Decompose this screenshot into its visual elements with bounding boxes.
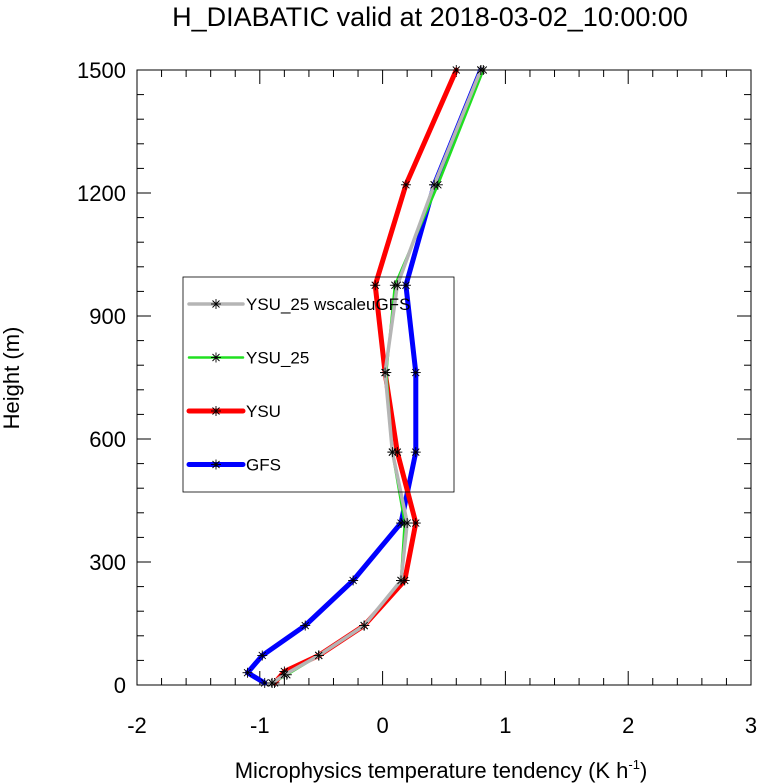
y-tick-label: 0 — [114, 673, 126, 698]
data-point — [279, 669, 290, 680]
data-point — [429, 179, 440, 190]
series-ysu-25 — [267, 65, 489, 688]
y-tick-label: 900 — [89, 304, 126, 329]
x-tick-label: 0 — [376, 713, 388, 738]
legend-entry: YSU_25 — [187, 349, 309, 368]
data-point — [410, 367, 421, 378]
legend-marker — [211, 352, 221, 363]
series-lines — [242, 65, 489, 688]
data-point — [410, 518, 421, 529]
data-point — [400, 179, 411, 190]
data-point — [300, 620, 311, 631]
x-tick-labels: -2 -1 0 1 2 3 — [127, 713, 757, 738]
data-point — [242, 667, 253, 678]
y-tick-label: 1200 — [77, 181, 126, 206]
data-point — [348, 575, 359, 586]
legend-marker — [211, 299, 221, 309]
x-axis-label-end: ) — [640, 758, 647, 783]
y-tick-label: 1500 — [77, 58, 126, 83]
plot-frame — [136, 69, 752, 686]
series-ysu — [269, 65, 462, 688]
legend-marker — [211, 459, 221, 470]
legend-label: GFS — [246, 456, 281, 475]
data-point — [387, 447, 398, 458]
data-point — [380, 367, 391, 378]
y-tick-label: 300 — [89, 550, 126, 575]
legend-entry: YSU_25 wscaleuGFS — [187, 295, 410, 314]
data-point — [402, 518, 413, 529]
data-point — [267, 677, 278, 688]
data-point — [370, 280, 381, 291]
data-point — [451, 65, 462, 75]
x-axis-label-main: Microphysics temperature tendency (K h — [235, 758, 629, 783]
legend: YSU_25 wscaleuGFS YSU_25 YSU GFS — [182, 276, 455, 493]
x-axis-label-superscript: -1 — [628, 757, 640, 772]
legend-entry: GFS — [186, 456, 281, 475]
legend-label: YSU — [246, 402, 281, 421]
data-point — [475, 65, 486, 75]
legend-label: YSU_25 wscaleuGFS — [246, 295, 410, 314]
series-line-ysu-25-wscaleugfs — [270, 68, 483, 685]
y-tick-labels: 0 300 600 900 1200 1500 — [77, 58, 126, 698]
data-point — [392, 280, 403, 291]
legend-label: YSU_25 — [246, 349, 309, 368]
data-point — [257, 650, 268, 661]
series-line-ysu — [272, 67, 459, 686]
x-tick-label: -2 — [127, 713, 147, 738]
legend-items: YSU_25 wscaleuGFS YSU_25 YSU GFS — [186, 295, 410, 475]
data-point — [400, 280, 411, 291]
x-tick-label: -1 — [250, 713, 270, 738]
legend-box — [182, 276, 455, 493]
data-point — [359, 620, 370, 631]
data-point — [410, 447, 421, 458]
axis-ticks — [136, 69, 752, 686]
x-tick-label: 1 — [499, 713, 511, 738]
series-ysu-25-wscaleugfs — [267, 65, 486, 688]
data-point — [396, 575, 407, 586]
legend-marker — [211, 406, 221, 416]
chart-title: H_DIABATIC valid at 2018-03-02_10:00:00 — [172, 2, 688, 32]
series-line-ysu-25 — [270, 68, 485, 685]
y-tick-label: 600 — [89, 427, 126, 452]
y-axis-label: Height (m) — [0, 327, 24, 430]
x-tick-label: 2 — [622, 713, 634, 738]
data-point — [313, 650, 324, 661]
x-tick-label: 3 — [745, 713, 757, 738]
legend-entry: YSU — [186, 402, 281, 421]
x-axis-label: Microphysics temperature tendency (K h-1… — [235, 757, 648, 783]
